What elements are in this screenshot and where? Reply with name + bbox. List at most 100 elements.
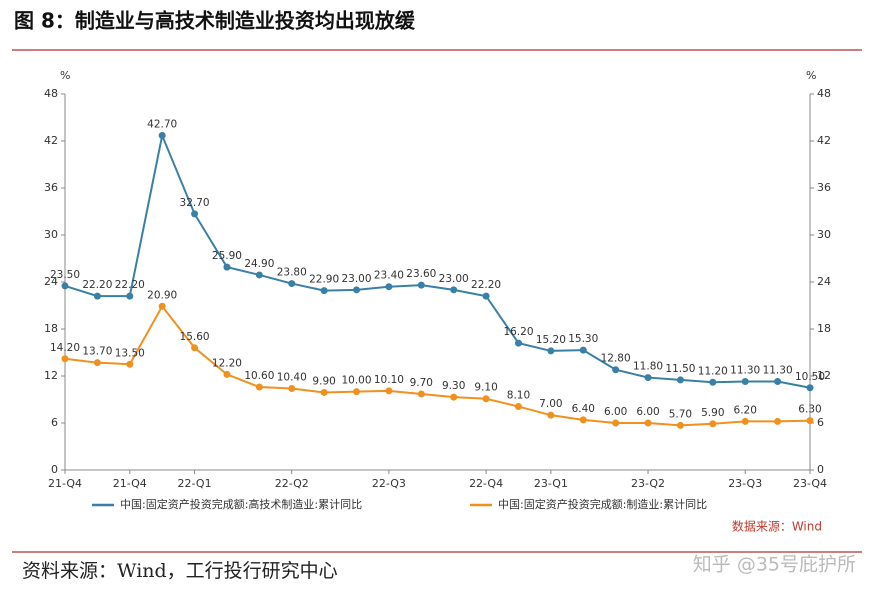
data-point bbox=[417, 390, 425, 398]
data-point bbox=[741, 377, 749, 385]
data-point bbox=[61, 282, 69, 290]
data-point bbox=[255, 271, 263, 279]
data-point bbox=[93, 292, 101, 300]
series-line bbox=[64, 304, 811, 427]
data-label: 5.90 bbox=[701, 407, 724, 419]
data-point bbox=[223, 263, 231, 271]
data-point bbox=[806, 417, 814, 425]
data-label: 12.80 bbox=[601, 353, 631, 365]
data-label: 11.20 bbox=[698, 365, 728, 377]
data-point bbox=[320, 287, 328, 295]
x-tick-label: 23-Q3 bbox=[728, 477, 762, 490]
legend-label: 中国:固定资产投资完成额:高技术制造业:累计同比 bbox=[120, 497, 362, 511]
data-point bbox=[644, 374, 652, 382]
data-label: 22.90 bbox=[309, 274, 339, 286]
data-label: 22.20 bbox=[82, 279, 112, 291]
data-label: 25.90 bbox=[212, 250, 242, 262]
y-tick-label: 18 bbox=[44, 322, 58, 335]
data-label: 15.60 bbox=[180, 331, 210, 343]
y2-axis-unit: % bbox=[806, 69, 816, 82]
data-label: 6.00 bbox=[604, 406, 627, 418]
data-label: 15.20 bbox=[536, 334, 566, 346]
data-label: 13.50 bbox=[115, 347, 145, 359]
data-label: 16.20 bbox=[503, 326, 533, 338]
x-tick-label: 22-Q4 bbox=[469, 477, 503, 490]
data-point bbox=[158, 302, 166, 310]
data-label: 23.50 bbox=[50, 269, 80, 281]
data-label: 24.90 bbox=[244, 258, 274, 270]
x-tick-label: 21-Q4 bbox=[113, 477, 147, 490]
data-point bbox=[126, 292, 134, 300]
x-tick-label: 22-Q2 bbox=[275, 477, 309, 490]
y-tick-label: 30 bbox=[44, 228, 58, 241]
data-label: 23.80 bbox=[277, 267, 307, 279]
x-tick-label: 21-Q4 bbox=[48, 477, 82, 490]
data-label: 9.70 bbox=[410, 377, 433, 389]
y-tick-label: 12 bbox=[44, 369, 58, 382]
data-label: 22.20 bbox=[115, 279, 145, 291]
data-label: 23.00 bbox=[341, 273, 371, 285]
source-note: 数据来源：Wind bbox=[732, 519, 822, 534]
data-label: 42.70 bbox=[147, 119, 177, 131]
data-point bbox=[806, 384, 814, 392]
data-point bbox=[158, 132, 166, 140]
figure-title: 图 8：制造业与高技术制造业投资均出现放缓 bbox=[14, 9, 416, 33]
data-label: 10.10 bbox=[374, 374, 404, 386]
x-tick-label: 23-Q1 bbox=[534, 477, 568, 490]
data-label: 6.00 bbox=[636, 406, 659, 418]
data-label: 9.10 bbox=[474, 382, 497, 394]
y2-tick-label: 36 bbox=[817, 181, 831, 194]
data-label: 6.20 bbox=[734, 404, 757, 416]
data-point bbox=[741, 417, 749, 425]
y2-tick-label: 48 bbox=[817, 87, 831, 100]
data-point bbox=[709, 378, 717, 386]
data-label: 9.90 bbox=[312, 375, 335, 387]
data-point bbox=[450, 393, 458, 401]
y2-tick-label: 42 bbox=[817, 134, 831, 147]
x-tick-label: 22-Q3 bbox=[372, 477, 406, 490]
data-point bbox=[288, 385, 296, 393]
legend-label: 中国:固定资产投资完成额:制造业:累计同比 bbox=[498, 497, 707, 511]
data-point bbox=[547, 411, 555, 419]
data-point bbox=[385, 387, 393, 395]
data-label: 23.40 bbox=[374, 270, 404, 282]
data-point bbox=[93, 359, 101, 367]
data-label: 10.40 bbox=[277, 372, 307, 384]
data-label: 10.50 bbox=[795, 371, 825, 383]
data-point bbox=[709, 420, 717, 428]
data-point bbox=[255, 383, 263, 391]
series-line bbox=[64, 132, 811, 389]
data-point bbox=[579, 346, 587, 354]
data-label: 15.30 bbox=[568, 333, 598, 345]
data-point bbox=[353, 286, 361, 294]
y-tick-label: 24 bbox=[44, 275, 58, 288]
data-point bbox=[320, 388, 328, 396]
y-tick-label: 42 bbox=[44, 134, 58, 147]
data-point bbox=[579, 416, 587, 424]
data-label: 10.60 bbox=[244, 370, 274, 382]
y2-tick-label: 0 bbox=[817, 463, 824, 476]
data-point bbox=[450, 286, 458, 294]
y2-tick-label: 12 bbox=[817, 369, 831, 382]
data-label: 32.70 bbox=[180, 197, 210, 209]
data-point bbox=[482, 292, 490, 300]
data-label: 23.00 bbox=[439, 273, 469, 285]
data-label: 6.30 bbox=[798, 404, 821, 416]
data-label: 22.20 bbox=[471, 279, 501, 291]
y-tick-label: 0 bbox=[51, 463, 58, 476]
data-point bbox=[612, 419, 620, 427]
data-point bbox=[644, 419, 652, 427]
y2-tick-label: 6 bbox=[817, 416, 824, 429]
data-label: 11.80 bbox=[633, 361, 663, 373]
data-point bbox=[676, 376, 684, 384]
data-point bbox=[61, 355, 69, 363]
data-label: 20.90 bbox=[147, 289, 177, 301]
data-label: 12.20 bbox=[212, 357, 242, 369]
data-point bbox=[547, 347, 555, 355]
data-point bbox=[223, 370, 231, 378]
data-label: 11.30 bbox=[763, 364, 793, 376]
data-point bbox=[514, 403, 522, 411]
data-label: 11.30 bbox=[730, 364, 760, 376]
y-axis-unit: % bbox=[60, 69, 70, 82]
data-label: 11.50 bbox=[665, 363, 695, 375]
